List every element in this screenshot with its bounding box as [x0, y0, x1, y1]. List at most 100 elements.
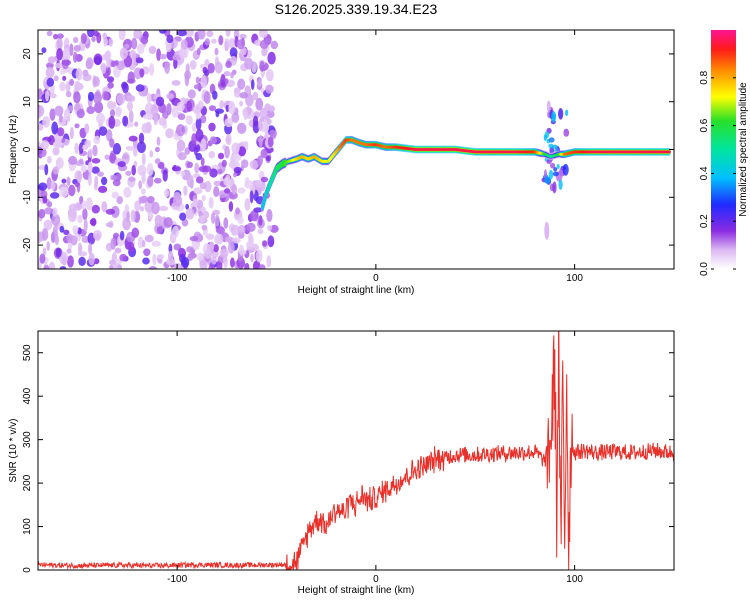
- noise-blob: [39, 253, 46, 264]
- noise-blob: [59, 266, 67, 269]
- noise-blob: [208, 122, 216, 132]
- noise-blob: [266, 69, 274, 82]
- noise-blob: [82, 207, 88, 221]
- noise-blob: [269, 129, 276, 138]
- noise-blob: [236, 39, 245, 50]
- noise-blob: [231, 183, 237, 195]
- noise-blob: [215, 110, 220, 118]
- noise-blob: [105, 208, 116, 215]
- noise-blob: [213, 186, 220, 198]
- noise-blob: [87, 173, 92, 186]
- noise-blob: [53, 33, 59, 40]
- spectrogram-xtick-label: 100: [566, 273, 583, 284]
- noise-blob: [59, 186, 69, 198]
- noise-blob: [185, 115, 193, 125]
- noise-blob: [142, 257, 150, 265]
- noise-blob: [77, 214, 83, 224]
- spur-blob: [551, 111, 557, 123]
- noise-blob: [159, 53, 167, 60]
- noise-blob: [134, 121, 139, 127]
- noise-blob: [267, 225, 273, 231]
- noise-blob: [56, 48, 63, 61]
- noise-blob: [137, 141, 146, 154]
- noise-blob: [184, 73, 190, 87]
- spur-blob: [546, 100, 551, 113]
- noise-blob: [231, 112, 240, 123]
- noise-blob: [130, 209, 136, 222]
- spur-blob: [548, 169, 554, 180]
- noise-blob: [78, 256, 86, 266]
- noise-blob: [92, 144, 98, 157]
- noise-blob: [253, 207, 263, 213]
- noise-blob: [45, 90, 50, 102]
- noise-blob: [176, 101, 185, 112]
- spur-blob: [553, 167, 558, 172]
- noise-blob: [46, 156, 52, 164]
- noise-blob: [74, 103, 81, 111]
- colorbar-tick-label: 0.2: [699, 214, 710, 228]
- noise-blob: [260, 149, 268, 159]
- noise-blob: [249, 190, 254, 204]
- noise-blob: [264, 37, 272, 44]
- noise-blob: [141, 240, 146, 248]
- noise-blob: [38, 123, 44, 131]
- colorbar-gradient: [711, 30, 736, 269]
- noise-blob: [106, 67, 111, 76]
- ridge-mark: [667, 150, 671, 154]
- noise-blob: [52, 147, 60, 156]
- snr-ytick-label: 500: [22, 344, 33, 361]
- noise-blob: [193, 84, 203, 90]
- colorbar-tick-label: 0.6: [699, 118, 710, 132]
- spur-blob: [558, 179, 563, 190]
- noise-blob: [94, 101, 104, 114]
- noise-blob: [125, 145, 134, 151]
- noise-blob: [62, 75, 67, 81]
- noise-blob: [85, 59, 92, 70]
- noise-blob: [154, 158, 161, 165]
- snr-axes: -100 0 100 0 100 200 300 400 500: [22, 331, 674, 585]
- noise-blob: [51, 121, 59, 135]
- noise-blob: [187, 89, 196, 99]
- noise-blob: [74, 80, 81, 92]
- noise-blob: [111, 191, 120, 199]
- noise-blob: [77, 227, 82, 235]
- noise-blob: [46, 241, 50, 251]
- spur-blob: [543, 134, 548, 141]
- noise-blob: [195, 152, 203, 161]
- noise-blob: [176, 139, 186, 152]
- noise-blob: [46, 30, 53, 37]
- noise-blob: [171, 166, 182, 172]
- spur-blob: [565, 109, 569, 117]
- noise-blob: [159, 30, 167, 34]
- noise-blob: [213, 244, 219, 253]
- colorbar-tick-label: 0.4: [699, 166, 710, 180]
- noise-blob: [224, 145, 230, 159]
- spur-blob: [546, 159, 552, 164]
- noise-blob: [227, 241, 235, 254]
- noise-blob: [59, 81, 66, 92]
- noise-blob: [186, 174, 194, 188]
- noise-blob: [86, 106, 95, 115]
- noise-blob: [131, 227, 140, 238]
- noise-blob: [197, 100, 204, 110]
- noise-blob: [112, 143, 122, 155]
- noise-blob: [201, 224, 208, 231]
- noise-blob: [69, 78, 75, 86]
- noise-blob: [230, 224, 240, 236]
- noise-blob: [219, 100, 225, 109]
- noise-blob: [239, 92, 248, 99]
- noise-blob: [125, 170, 132, 176]
- snr-frame: [37, 330, 675, 571]
- noise-blob: [53, 75, 59, 82]
- noise-blob: [151, 105, 159, 117]
- noise-blob: [184, 147, 191, 155]
- noise-blob: [67, 255, 74, 268]
- noise-blob: [229, 47, 238, 58]
- noise-blob: [267, 51, 276, 65]
- noise-blob: [166, 103, 172, 116]
- noise-blob: [83, 218, 88, 232]
- noise-blob: [246, 49, 252, 58]
- noise-blob: [189, 60, 197, 70]
- noise-blob: [237, 122, 247, 134]
- spur-blob: [563, 128, 570, 137]
